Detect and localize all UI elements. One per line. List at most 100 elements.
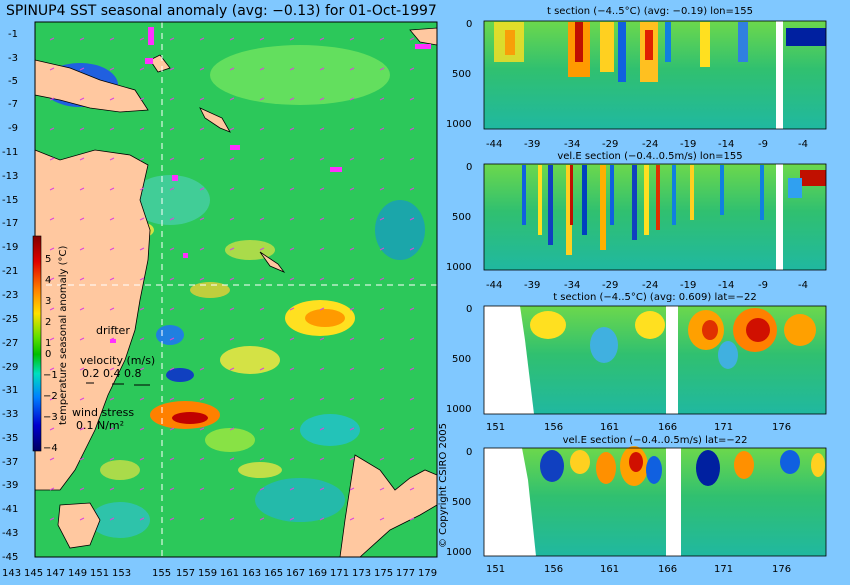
wind-arrow	[79, 427, 85, 431]
panel-2-vel-section-lon[interactable]	[483, 163, 827, 271]
colorbar-gradient	[32, 235, 42, 452]
wind-arrow	[199, 337, 205, 341]
wind-arrow	[169, 427, 175, 431]
wind-arrow	[79, 37, 85, 41]
wind-arrow	[169, 247, 175, 251]
wind-arrow	[259, 337, 265, 341]
svg-text:169: 169	[308, 568, 327, 579]
svg-text:-45: -45	[2, 552, 18, 563]
wind-arrow	[139, 457, 145, 461]
drifter-label: drifter	[96, 324, 130, 337]
wind-arrow	[409, 217, 415, 221]
panel-3-y-axis: 0 500 1000	[446, 304, 472, 415]
wind-arrow	[199, 157, 205, 161]
wind-arrow	[169, 127, 175, 131]
wind-arrow	[349, 187, 355, 191]
panel-1-t-section-lon[interactable]	[483, 20, 827, 130]
wind-arrow	[229, 277, 235, 281]
wind-arrow	[199, 487, 205, 491]
wind-arrow	[259, 517, 265, 521]
svg-text:-31: -31	[2, 385, 18, 396]
svg-text:-35: -35	[2, 433, 18, 444]
svg-text:-34: -34	[564, 280, 580, 291]
wind-arrow	[289, 67, 295, 71]
wind-arrow	[379, 127, 385, 131]
wind-arrow	[409, 427, 415, 431]
wind-arrow	[379, 187, 385, 191]
tasmania-landmass	[57, 502, 101, 549]
svg-text:-24: -24	[642, 139, 658, 150]
wind-arrow	[169, 487, 175, 491]
wind-arrow	[109, 67, 115, 71]
wind-arrow	[109, 217, 115, 221]
svg-text:-4: -4	[798, 139, 808, 150]
wind-arrow	[49, 157, 55, 161]
panel-4-title: vel.E section (−0.4..0.5m/s) lat=−22	[563, 435, 748, 446]
wind-arrow	[349, 367, 355, 371]
svg-text:-11: -11	[2, 147, 18, 158]
wind-arrow	[49, 427, 55, 431]
wind-arrow	[169, 367, 175, 371]
panel-4-vel-section-lat[interactable]	[483, 446, 827, 557]
wind-arrow	[319, 517, 325, 521]
wind-arrow	[229, 367, 235, 371]
wind-arrow	[259, 277, 265, 281]
wind-arrow	[79, 97, 85, 101]
wind-arrow	[289, 397, 295, 401]
svg-text:0: 0	[466, 447, 472, 458]
australia-landmass	[34, 149, 151, 491]
bismarck-island	[149, 54, 171, 73]
svg-text:171: 171	[714, 564, 733, 575]
wind-arrow	[199, 37, 205, 41]
wind-arrow	[319, 487, 325, 491]
panel-2-title: vel.E section (−0.4..0.5m/s) lon=155	[557, 151, 742, 162]
svg-text:-25: -25	[2, 314, 18, 325]
wind-arrow	[319, 187, 325, 191]
wind-arrow	[289, 157, 295, 161]
wind-arrow	[409, 487, 415, 491]
wind-arrow	[49, 397, 55, 401]
wind-arrow	[139, 277, 145, 281]
wind-arrow	[109, 427, 115, 431]
svg-text:173: 173	[352, 568, 371, 579]
wind-arrow	[109, 517, 115, 521]
wind-arrow	[349, 157, 355, 161]
wind-arrow	[379, 487, 385, 491]
wind-arrow	[49, 187, 55, 191]
wind-arrow	[139, 187, 145, 191]
solomon-islands	[199, 107, 231, 133]
svg-text:-5: -5	[8, 76, 18, 87]
wind-arrow	[109, 277, 115, 281]
wind-arrow	[409, 187, 415, 191]
wind-arrow	[199, 247, 205, 251]
wind-arrow	[289, 247, 295, 251]
svg-text:171: 171	[714, 422, 733, 433]
wind-arrow	[409, 397, 415, 401]
colorbar-ticks: 5 4 3 2 1 0 −1 −2 −3 −4	[43, 254, 58, 454]
wind-arrow	[79, 367, 85, 371]
svg-text:153: 153	[112, 568, 131, 579]
wind-arrow	[169, 307, 175, 311]
svg-text:-33: -33	[2, 409, 18, 420]
svg-text:-9: -9	[758, 139, 768, 150]
panel-3-t-section-lat[interactable]	[483, 305, 827, 415]
wind-arrow	[289, 217, 295, 221]
wind-arrow	[49, 37, 55, 41]
wind-arrow	[409, 37, 415, 41]
svg-text:-9: -9	[758, 280, 768, 291]
wind-arrow	[259, 187, 265, 191]
wind-arrow	[49, 67, 55, 71]
svg-text:1000: 1000	[446, 262, 471, 273]
panel-1-title: t section (−4..5°C) (avg: −0.19) lon=155	[547, 6, 753, 17]
wind-arrow	[139, 157, 145, 161]
drifter-positions	[145, 27, 431, 258]
svg-text:-34: -34	[564, 139, 580, 150]
wind-arrow	[199, 187, 205, 191]
svg-text:176: 176	[772, 564, 791, 575]
wind-arrow	[139, 427, 145, 431]
svg-text:-39: -39	[2, 480, 18, 491]
sst-map[interactable]	[34, 21, 438, 558]
wind-arrow	[199, 217, 205, 221]
wind-arrow	[139, 127, 145, 131]
panel-3-patches	[484, 306, 816, 414]
